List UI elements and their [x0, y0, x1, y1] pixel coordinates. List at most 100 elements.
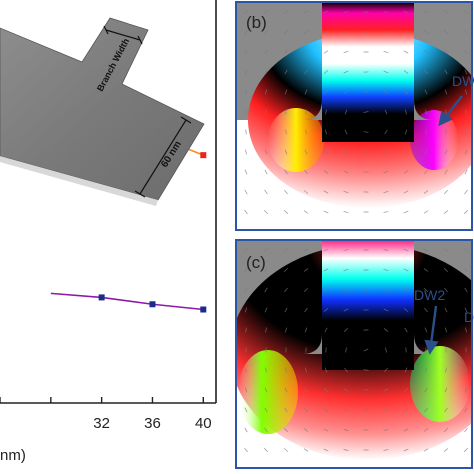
vector-arrow — [444, 327, 448, 333]
vector-arrow — [443, 30, 449, 34]
x-tick-label: 36 — [144, 415, 161, 432]
vector-arrow — [423, 210, 429, 214]
vector-arrow — [324, 327, 328, 333]
vector-arrow — [423, 50, 429, 54]
vector-arrow — [324, 367, 328, 373]
vector-arrow — [303, 30, 309, 34]
vector-arrow — [384, 129, 388, 135]
vector-arrow — [263, 247, 269, 253]
vector-arrow — [264, 267, 268, 273]
vector-arrow — [464, 49, 468, 55]
panel-b-corner-right — [414, 100, 434, 120]
vector-arrow — [383, 191, 389, 193]
vector-arrow — [303, 287, 309, 293]
vector-arrow — [245, 89, 247, 95]
vector-arrow — [363, 111, 369, 113]
vector-arrow — [404, 129, 408, 135]
vector-arrow — [323, 248, 329, 252]
vector-arrow — [304, 149, 308, 155]
vector-arrow — [285, 367, 287, 373]
vector-arrow — [264, 387, 268, 393]
inset-shadow-edge — [0, 156, 158, 206]
vector-arrow — [464, 267, 468, 273]
vector-arrow — [383, 31, 389, 33]
vector-arrow — [323, 268, 329, 272]
vector-arrow — [384, 367, 388, 373]
vector-arrow — [244, 169, 248, 175]
vector-arrow — [284, 287, 288, 293]
vector-arrow — [383, 449, 389, 451]
vector-arrow — [363, 369, 369, 371]
vector-arrow — [464, 189, 468, 195]
vector-arrow — [323, 288, 329, 292]
vector-arrow — [424, 387, 428, 393]
vector-arrow — [244, 387, 248, 393]
vector-arrow — [383, 50, 389, 54]
panel-b-dw-label: DW — [452, 73, 474, 89]
vector-arrow — [304, 89, 308, 95]
vector-arrow — [383, 70, 389, 74]
vector-arrow — [264, 189, 268, 195]
vector-arrow — [304, 169, 308, 175]
vector-arrow — [303, 210, 309, 214]
vector-arrow — [265, 327, 267, 333]
vector-arrow — [283, 30, 289, 34]
vector-arrow — [285, 129, 287, 135]
vector-arrow — [423, 428, 429, 432]
vector-arrow — [343, 50, 349, 54]
vector-arrow — [343, 31, 349, 33]
branch-width-bar-end-2 — [137, 35, 143, 45]
data-point-series-2 — [149, 301, 156, 308]
vector-arrow — [284, 407, 288, 413]
vector-arrow — [264, 29, 268, 35]
vector-arrow — [403, 70, 409, 74]
vector-arrow — [463, 10, 469, 14]
left-chart-panel: 32 36 40 nm) Branch Width 60 nm — [0, 0, 217, 464]
vector-arrow — [423, 288, 429, 292]
x-tick-label: 32 — [93, 415, 110, 432]
vector-arrow — [383, 408, 389, 412]
vector-arrow — [323, 408, 329, 412]
panel-b-dw-arrow — [438, 95, 463, 127]
vector-arrow — [305, 129, 307, 135]
panel-c-dw2-label: DW2 — [414, 287, 445, 303]
vector-arrow — [464, 307, 468, 313]
vector-arrow — [463, 447, 469, 453]
vector-arrow — [303, 10, 309, 14]
vector-arrow — [403, 288, 409, 292]
vector-arrow — [464, 427, 468, 433]
panel-c-right-lime — [410, 346, 470, 422]
vector-arrow — [324, 387, 328, 393]
vector-arrow — [284, 189, 288, 195]
vector-arrow — [304, 387, 308, 393]
vector-arrow — [464, 387, 468, 393]
vector-arrow — [383, 288, 389, 292]
vector-arrow — [264, 287, 268, 293]
vector-arrow — [403, 448, 409, 452]
vector-arrow — [343, 308, 349, 312]
vector-arrow — [284, 327, 288, 333]
vector-arrow — [403, 308, 409, 312]
vector-arrow — [344, 109, 348, 115]
data-point-series-1 — [200, 152, 207, 159]
vector-arrow — [244, 247, 248, 253]
vector-arrow — [463, 209, 469, 215]
vector-arrow — [343, 328, 349, 332]
vector-arrow — [343, 11, 349, 13]
vector-arrow — [343, 288, 349, 292]
vector-arrow — [323, 448, 329, 452]
panel-c-corner-left — [302, 334, 322, 354]
vector-arrow — [244, 209, 248, 215]
vector-arrow — [403, 30, 409, 34]
vector-arrow — [264, 407, 268, 413]
vector-arrow — [244, 287, 248, 293]
vector-arrow — [404, 149, 408, 155]
vector-arrow — [444, 149, 448, 155]
vector-arrow — [343, 190, 349, 194]
vector-arrow — [244, 29, 248, 35]
vector-arrow — [303, 268, 309, 272]
vector-arrow — [444, 69, 448, 75]
vector-arrow — [323, 50, 329, 54]
vector-arrow — [423, 30, 429, 34]
vector-arrow — [423, 268, 429, 272]
